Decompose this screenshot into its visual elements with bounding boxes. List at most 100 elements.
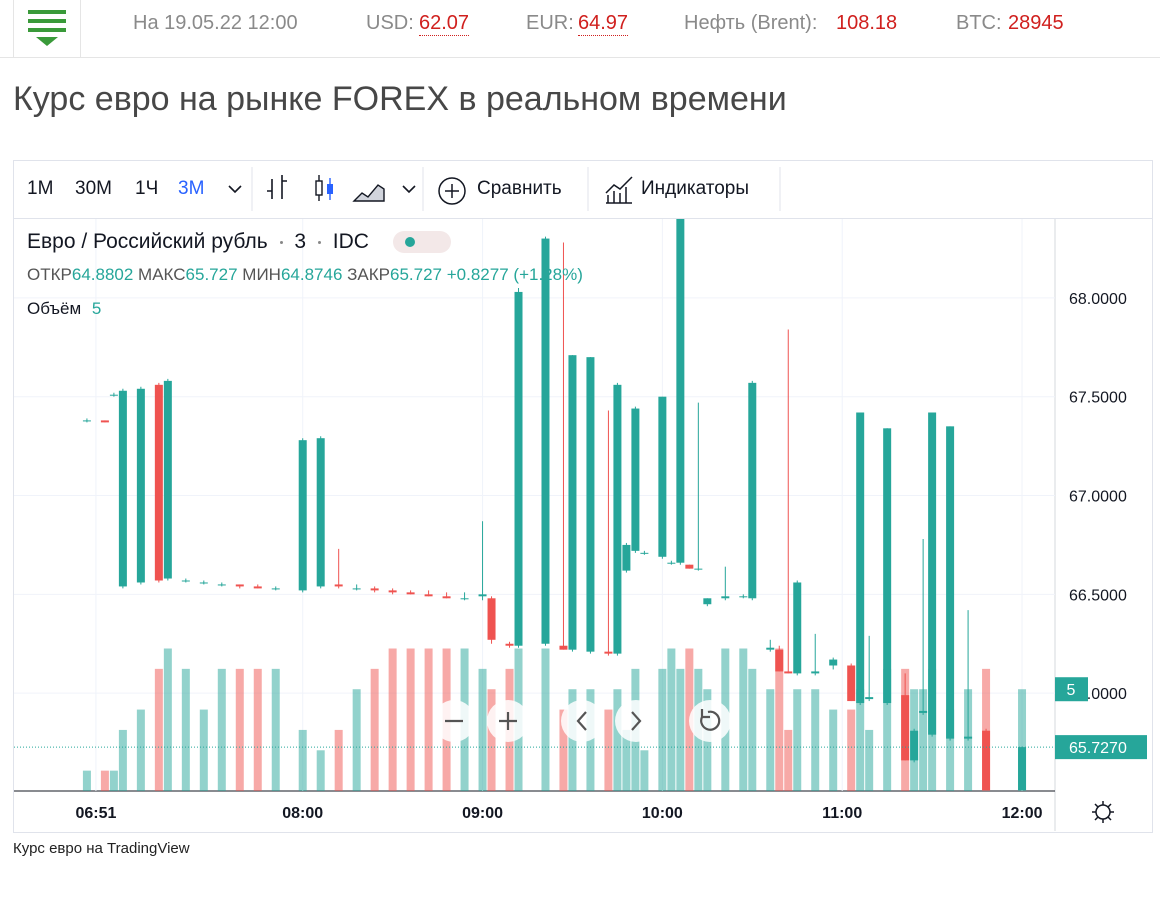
candle-body xyxy=(640,552,649,554)
usd-rate[interactable]: 62.07 xyxy=(419,12,470,36)
volume-legend: Объём 5 xyxy=(27,299,101,319)
scroll-left-button[interactable] xyxy=(561,700,603,742)
compare-button[interactable]: Сравнить xyxy=(477,178,562,199)
volume-bar xyxy=(352,689,361,791)
volume-bar xyxy=(946,709,955,791)
interval-button[interactable]: 1Ч xyxy=(135,178,159,199)
candle-body xyxy=(847,665,856,702)
candle-body xyxy=(901,695,910,761)
volume-bar xyxy=(676,668,685,791)
last-price-label: 65.7270 xyxy=(1069,740,1127,757)
x-tick-label: 08:00 xyxy=(282,805,323,822)
volume-bar xyxy=(271,668,280,791)
volume-bar xyxy=(478,668,487,791)
candle-body xyxy=(568,355,577,650)
volume-bar xyxy=(865,729,874,791)
y-tick-label: 67.5000 xyxy=(1069,390,1127,407)
volume-bar xyxy=(775,648,784,791)
footer-link[interactable]: Курс евро на TradingView xyxy=(13,840,190,857)
zoom-out-button[interactable] xyxy=(433,700,475,742)
open-label: ОТКР xyxy=(27,265,72,284)
volume-bar xyxy=(136,709,145,791)
candle-body xyxy=(982,730,991,791)
candle-body xyxy=(235,584,244,587)
menu-button[interactable] xyxy=(13,0,81,57)
oil-rate: 108.18 xyxy=(836,12,898,34)
volume-bar xyxy=(109,770,118,791)
oil-label: Нефть (Brent): xyxy=(684,12,818,34)
volume-bar xyxy=(253,668,262,791)
y-tick-label: 68.0000 xyxy=(1069,291,1127,308)
candle-body xyxy=(856,412,865,704)
low-label: МИН xyxy=(242,265,281,284)
volume-bar xyxy=(163,648,172,791)
btc-rate: 28945 xyxy=(1008,12,1064,34)
symbol-name: Евро / Российский рубль xyxy=(27,230,268,253)
interval-button[interactable]: 30М xyxy=(75,178,112,199)
candle-body xyxy=(793,582,802,674)
last-price-box xyxy=(1055,735,1147,760)
candle-body xyxy=(928,412,937,735)
separator-dot xyxy=(279,240,283,244)
volume-bar xyxy=(667,648,676,791)
candle-body xyxy=(919,710,928,713)
indicators-button[interactable]: Индикаторы xyxy=(641,178,750,199)
candle-body xyxy=(811,671,820,674)
volume-axis-box xyxy=(1055,677,1088,702)
candle-body xyxy=(883,428,892,704)
candle-body xyxy=(658,396,667,557)
candle-body xyxy=(676,219,685,563)
y-tick-label: 67.0000 xyxy=(1069,489,1127,506)
interval-button[interactable]: 1М xyxy=(27,178,54,199)
close-label: ЗАКР xyxy=(347,265,390,284)
candle-body xyxy=(118,390,127,587)
interval-button-active[interactable]: 3М xyxy=(178,178,205,199)
ohlc-legend: ОТКР64.8802 МАКС65.727 МИН64.8746 ЗАКР65… xyxy=(27,265,583,285)
volume-bar xyxy=(622,729,631,791)
volume-bar xyxy=(856,689,865,791)
volume-bar xyxy=(568,689,577,791)
volume-value: 5 xyxy=(91,299,102,318)
candle-body xyxy=(865,697,874,700)
volume-bar xyxy=(154,668,163,791)
btc-label: BTC: xyxy=(956,12,1002,34)
top-bar xyxy=(0,0,1160,58)
candle-body xyxy=(622,544,631,571)
candle-body xyxy=(442,596,451,599)
volume-bar xyxy=(334,729,343,791)
toolbar-icons xyxy=(228,167,781,211)
candle-body xyxy=(604,651,613,654)
x-tick-label: 10:00 xyxy=(642,805,683,822)
eur-rate[interactable]: 64.97 xyxy=(578,12,629,36)
page-title: Курс евро на рынке FOREX в реальном врем… xyxy=(13,80,787,118)
separator-dot xyxy=(317,240,321,244)
navigation-buttons xyxy=(433,700,731,742)
candle-body xyxy=(559,645,568,650)
volume-bar xyxy=(217,668,226,791)
candle-body xyxy=(784,671,793,674)
volume-bar xyxy=(919,689,928,791)
volume-bar xyxy=(640,750,649,791)
status-dot xyxy=(404,237,415,248)
volume-bar xyxy=(181,668,190,791)
candle-body xyxy=(775,649,784,672)
candles xyxy=(82,219,1027,791)
change-percent: (+1.28%) xyxy=(513,265,583,284)
x-tick-label: 09:00 xyxy=(462,805,503,822)
toolbar-border xyxy=(14,218,1152,219)
volume-bar xyxy=(784,729,793,791)
reset-button[interactable] xyxy=(689,700,731,742)
candle-body xyxy=(406,592,415,595)
volume-bar xyxy=(424,648,433,791)
volume-bar xyxy=(541,648,550,791)
candle-body xyxy=(163,380,172,579)
volume-bar xyxy=(604,709,613,791)
zoom-in-button[interactable] xyxy=(487,700,529,742)
candle-body xyxy=(388,590,397,593)
scroll-right-button[interactable] xyxy=(615,700,657,742)
settings-icon[interactable] xyxy=(1092,801,1114,823)
market-status[interactable] xyxy=(392,231,451,254)
x-tick-label: 12:00 xyxy=(1002,805,1043,822)
candle-body xyxy=(424,594,433,597)
